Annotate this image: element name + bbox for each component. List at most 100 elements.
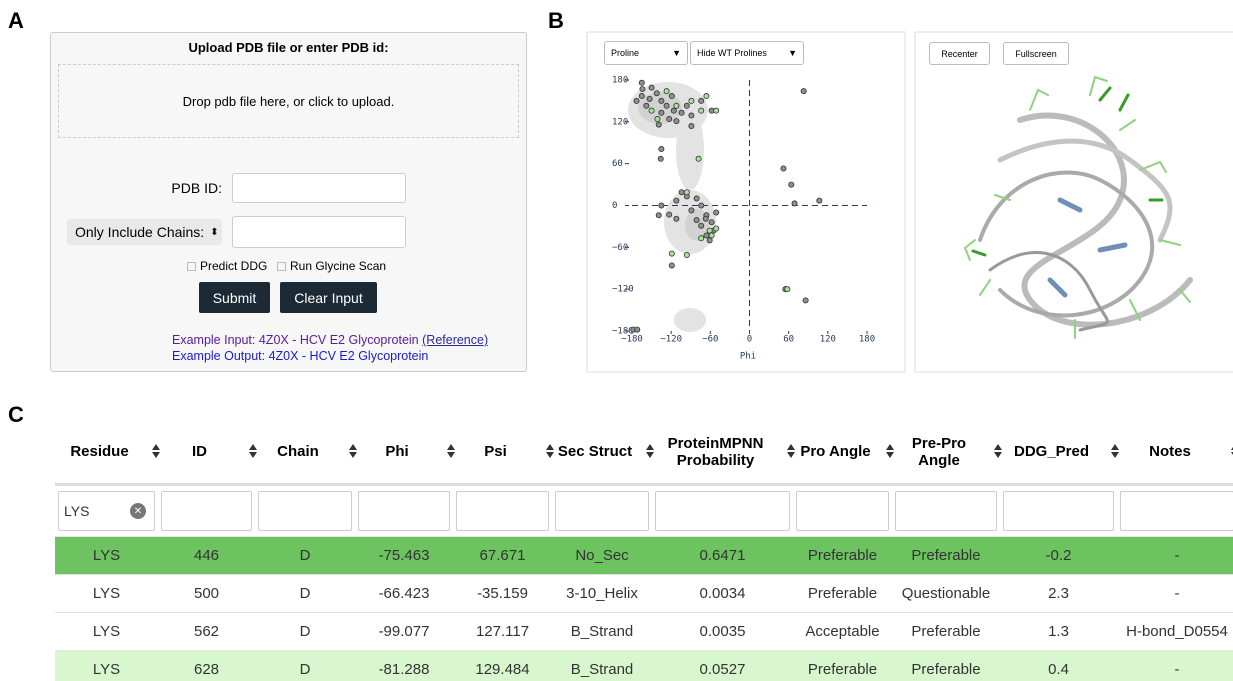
pdb-id-label: PDB ID: — [120, 180, 222, 196]
chains-select[interactable]: Only Include Chains:⬍ — [67, 219, 222, 245]
chains-label: Only Include Chains: — [75, 224, 204, 240]
dropdown-label: Proline — [611, 48, 639, 58]
column-title: ID — [192, 443, 207, 460]
point — [654, 91, 659, 96]
point — [801, 89, 806, 94]
dropdown[interactable]: Hide WT Prolines▼ — [690, 41, 804, 65]
filter-cell — [355, 485, 453, 537]
example-input[interactable]: Example Input: 4Z0X - HCV E2 Glycoprotei… — [172, 333, 488, 347]
submit-button[interactable]: Submit — [199, 282, 270, 313]
column-header[interactable]: Pro Angle — [793, 420, 892, 485]
column-header[interactable]: Sec Struct — [552, 420, 652, 485]
clear-filter[interactable]: ✕ — [130, 503, 146, 519]
pdb-id-input[interactable] — [232, 173, 406, 203]
column-header[interactable]: ProteinMPNN Probability — [652, 420, 793, 485]
cell: 129.484 — [453, 651, 552, 681]
cell: 500 — [158, 575, 255, 613]
point — [704, 93, 709, 98]
point — [635, 327, 640, 332]
cell: LYS — [55, 651, 158, 681]
column-header[interactable]: Pre-Pro Angle — [892, 420, 1000, 485]
fullscreen-button[interactable]: Fullscreen — [1003, 42, 1069, 65]
reference-link[interactable]: (Reference) — [422, 333, 488, 347]
filter-cell — [552, 485, 652, 537]
x-tick-label: 180 — [859, 335, 875, 345]
filter-input[interactable] — [1120, 491, 1233, 531]
x-tick-label: 60 — [783, 335, 794, 345]
cell: No_Sec — [552, 537, 652, 575]
column-title: Psi — [484, 443, 507, 460]
point — [803, 298, 808, 303]
point — [703, 216, 708, 221]
cell: Preferable — [892, 651, 1000, 681]
filter-input[interactable]: LYS✕ — [58, 491, 155, 531]
point — [674, 216, 679, 221]
filter-input[interactable] — [358, 491, 450, 531]
column-title: Pro Angle — [800, 443, 870, 460]
point — [669, 93, 674, 98]
filter-cell — [892, 485, 1000, 537]
cell: 0.4 — [1000, 651, 1117, 681]
y-tick-label: −180 — [612, 327, 634, 337]
column-header[interactable]: ID — [158, 420, 255, 485]
cell: LYS — [55, 537, 158, 575]
column-header[interactable]: DDG_Pred — [1000, 420, 1117, 485]
results-table: Residue ID Chain Phi Psi Sec Struct ProteinMPN… — [55, 420, 1233, 681]
chains-input[interactable] — [232, 216, 406, 248]
x-axis-label: Phi — [740, 352, 756, 362]
point — [684, 190, 689, 195]
filter-cell — [1117, 485, 1233, 537]
cell: Questionable — [892, 575, 1000, 613]
point — [684, 103, 689, 108]
filter-input[interactable] — [161, 491, 252, 531]
column-title: Chain — [277, 443, 319, 460]
point — [707, 238, 712, 243]
filter-input[interactable] — [555, 491, 649, 531]
point — [671, 108, 676, 113]
point — [689, 113, 694, 118]
dropzone[interactable]: Drop pdb file here, or click to upload. — [58, 64, 519, 138]
recenter-button[interactable]: Recenter — [929, 42, 990, 65]
cell: B_Strand — [552, 651, 652, 681]
point — [674, 103, 679, 108]
column-title: Residue — [70, 443, 128, 460]
point — [647, 96, 652, 101]
checkbox[interactable]: Run Glycine Scan — [277, 259, 386, 273]
point — [699, 108, 704, 113]
point — [634, 98, 639, 103]
example-output[interactable]: Example Output: 4Z0X - HCV E2 Glycoprote… — [172, 349, 428, 363]
column-title: ProteinMPNN Probability — [668, 435, 764, 469]
column-header[interactable]: Residue — [55, 420, 158, 485]
column-header[interactable]: Chain — [255, 420, 355, 485]
filter-input[interactable] — [258, 491, 352, 531]
filter-cell — [255, 485, 355, 537]
point — [667, 212, 672, 217]
filter-input[interactable] — [796, 491, 889, 531]
clear-button[interactable]: Clear Input — [280, 282, 377, 313]
point — [679, 110, 684, 115]
point — [792, 201, 797, 206]
point — [679, 190, 684, 195]
point — [707, 228, 712, 233]
filter-input[interactable] — [895, 491, 997, 531]
filter-input[interactable] — [456, 491, 549, 531]
column-header[interactable]: Psi — [453, 420, 552, 485]
point — [785, 287, 790, 292]
checkbox[interactable]: Predict DDG — [187, 259, 267, 273]
column-header[interactable]: Phi — [355, 420, 453, 485]
y-tick-label: 120 — [612, 117, 628, 127]
point — [639, 93, 644, 98]
point — [659, 203, 664, 208]
panel-label: A — [8, 8, 24, 34]
dropdown[interactable]: Proline▼ — [604, 41, 688, 65]
cell: -99.077 — [355, 613, 453, 651]
column-header[interactable]: Notes — [1117, 420, 1233, 485]
filter-input[interactable] — [655, 491, 790, 531]
upload-title: Upload PDB file or enter PDB id: — [50, 40, 527, 55]
filter-input[interactable] — [1003, 491, 1114, 531]
cell: 0.0035 — [652, 613, 793, 651]
